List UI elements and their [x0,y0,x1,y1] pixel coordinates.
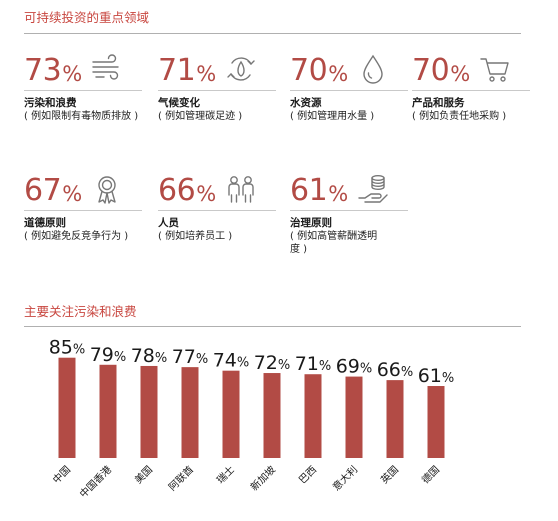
bar-巴西 [304,374,322,458]
focus-tile-climate: 71 % 气候变化 ( 例如管理碳足迹 ) [158,50,284,123]
bar-瑞士 [222,370,240,458]
bar-value-label: 66% [377,359,414,381]
tile-value: 73 [24,53,62,88]
tile-unit: % [450,62,471,86]
focus-tile-people: 66 % 人员 ( 例如培养员工 ) [158,170,284,243]
category-label: 瑞士 [214,463,237,486]
shopping-cart-icon [480,58,509,82]
tile-unit: % [62,62,83,86]
tile-name: 治理原则 [290,217,332,229]
award-ribbon-icon [98,176,116,204]
water-drop-icon [363,54,383,84]
tile-description: ( 例如管理用水量 ) [290,111,375,122]
bar-中国香港 [99,364,117,458]
bar-美国 [140,365,158,458]
tile-name: 气候变化 [158,97,200,109]
tile-name: 道德原则 [24,217,66,229]
tile-value: 70 [412,53,450,88]
tile-value: 66 [158,173,196,208]
category-label: 美国 [132,463,155,486]
focus-tile-pollution: 73 % 污染和浪费 ( 例如限制有毒物质排放 ) [24,50,150,123]
tile-divider [412,90,530,91]
bar-中国 [58,357,76,458]
tile-name: 产品和服务 [412,97,465,109]
category-label: 中国香港 [77,463,114,500]
bar-value-label: 85% [49,337,86,359]
focus-tile-water: 70 % 水资源 ( 例如管理用水量 ) [290,50,416,123]
tile-description: ( 例如管理碳足迹 ) [158,111,243,122]
wind-icon [92,54,119,80]
tile-value: 61 [290,173,328,208]
focus-tile-products: 70 % 产品和服务 ( 例如负责任地采购 ) [412,50,538,123]
chart-section-divider [24,326,521,327]
bar-意大利 [345,376,363,458]
tile-unit: % [196,62,217,86]
category-label: 巴西 [296,464,319,487]
category-label: 中国 [50,463,73,486]
chart-section-title: 主要关注污染和浪费 [24,304,137,319]
tile-unit: % [328,182,349,206]
tile-unit: % [196,182,217,206]
category-label: 意大利 [330,463,360,493]
tile-divider [290,210,408,211]
bar-value-label: 79% [90,344,127,366]
tile-description: ( 例如限制有毒物质排放 ) [24,111,139,122]
bar-新加坡 [263,373,281,458]
tile-description: ( 例如培养员工 ) [158,231,233,242]
bar-value-label: 69% [336,356,373,378]
bar-英国 [386,380,404,458]
tile-value: 71 [158,53,196,88]
category-label: 新加坡 [248,463,278,493]
tile-divider [290,90,408,91]
people-icon [228,176,254,203]
tile-description: ( 例如负责任地采购 ) [412,111,507,122]
focus-section-title: 可持续投资的重点领域 [24,10,150,25]
recycle-icon [227,57,255,81]
focus-tile-governance: 61 % 治理原则 ( 例如高管薪酬透明度 ) [290,170,416,256]
tile-value: 67 [24,173,62,208]
bar-value-label: 78% [131,345,168,367]
bar-value-label: 77% [172,346,209,368]
bar-阿联酋 [181,367,199,458]
bar-value-label: 72% [254,352,291,374]
tile-name: 水资源 [290,97,322,109]
focus-tile-ethics: 67 % 道德原则 ( 例如避免反竞争行为 ) [24,170,150,243]
bar-德国 [427,386,445,458]
category-label: 德国 [419,463,442,486]
bar-value-label: 74% [213,350,250,372]
tile-unit: % [328,62,349,86]
tile-divider [24,90,142,91]
tile-name: 污染和浪费 [24,97,77,109]
tile-unit: % [62,182,83,206]
bar-value-label: 61% [418,365,455,387]
tile-name: 人员 [158,217,179,229]
tile-divider [158,90,276,91]
bar-value-label: 71% [295,353,332,375]
bar-chart: 85% 中国 79% 中国香港 78% 美国 77% 阿联酋 74% 瑞士 72% 新加坡 71% 巴西 6… [49,337,455,501]
category-label: 阿联酋 [166,463,196,493]
tile-divider [158,210,276,211]
focus-section-divider [24,33,521,34]
tile-description: ( 例如避免反竞争行为 ) [24,231,129,242]
coins-hand-icon [358,175,388,203]
category-label: 英国 [378,463,401,486]
tile-divider [24,210,142,211]
tile-value: 70 [290,53,328,88]
tile-description: ( 例如高管薪酬透明度 ) [290,231,378,255]
